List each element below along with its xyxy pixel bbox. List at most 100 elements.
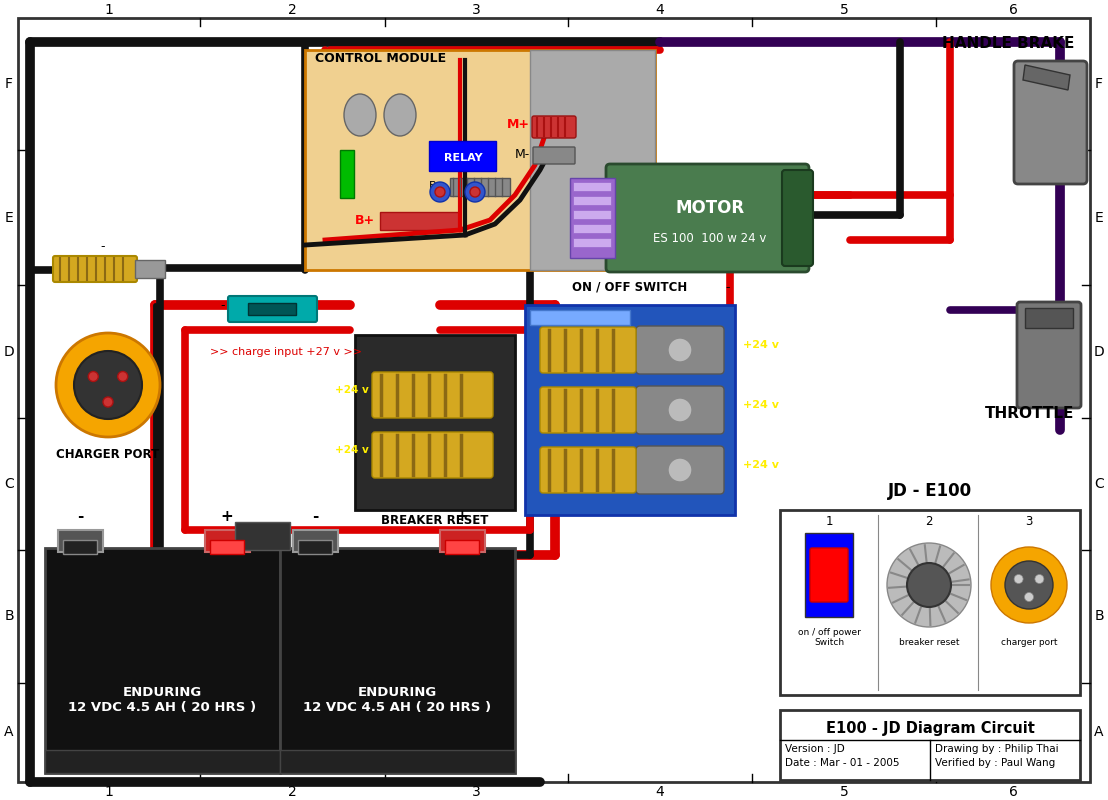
Circle shape xyxy=(668,458,692,482)
FancyBboxPatch shape xyxy=(1017,302,1081,408)
FancyBboxPatch shape xyxy=(606,164,809,272)
Circle shape xyxy=(907,563,951,607)
Bar xyxy=(780,510,1080,695)
Bar xyxy=(235,522,290,550)
Text: 1: 1 xyxy=(104,785,113,799)
Bar xyxy=(280,750,515,773)
Circle shape xyxy=(435,187,445,197)
Text: THROTTLE: THROTTLE xyxy=(985,406,1075,421)
Text: E: E xyxy=(4,210,13,225)
Text: ON / OFF SWITCH: ON / OFF SWITCH xyxy=(573,281,688,294)
Text: on / off power
Switch: on / off power Switch xyxy=(798,628,861,647)
Bar xyxy=(1025,308,1073,328)
Text: +24 v: +24 v xyxy=(336,385,369,395)
FancyBboxPatch shape xyxy=(540,387,636,433)
FancyBboxPatch shape xyxy=(782,170,813,266)
Text: 5: 5 xyxy=(840,3,849,17)
Text: M+: M+ xyxy=(507,118,530,131)
Bar xyxy=(340,150,353,198)
FancyBboxPatch shape xyxy=(540,327,636,373)
FancyBboxPatch shape xyxy=(806,533,853,617)
Text: >> charge input +27 v >>: >> charge input +27 v >> xyxy=(211,347,362,357)
Bar xyxy=(573,196,611,205)
Bar xyxy=(530,310,630,325)
Text: A: A xyxy=(4,726,13,739)
FancyBboxPatch shape xyxy=(636,386,724,434)
FancyBboxPatch shape xyxy=(1014,61,1087,184)
Circle shape xyxy=(57,333,160,437)
Text: MOTOR: MOTOR xyxy=(676,199,745,217)
Text: 3: 3 xyxy=(472,785,481,799)
Text: E: E xyxy=(1095,210,1104,225)
Text: HANDLE BRAKE: HANDLE BRAKE xyxy=(942,36,1075,51)
Text: 2: 2 xyxy=(288,785,297,799)
Text: +: + xyxy=(220,509,234,524)
Bar xyxy=(298,540,332,554)
Bar xyxy=(445,540,479,554)
Text: 6: 6 xyxy=(1008,3,1017,17)
FancyBboxPatch shape xyxy=(53,256,137,282)
Bar xyxy=(780,710,1080,780)
Text: F: F xyxy=(6,77,13,91)
Text: -: - xyxy=(311,509,318,524)
Text: Version : JD: Version : JD xyxy=(784,744,844,754)
Text: +24 v: +24 v xyxy=(743,400,779,410)
Text: +: + xyxy=(455,509,469,524)
Bar xyxy=(380,212,460,230)
Text: 1: 1 xyxy=(104,3,113,17)
Text: 1: 1 xyxy=(825,515,833,528)
Circle shape xyxy=(103,397,113,407)
Text: 4: 4 xyxy=(656,785,665,799)
FancyBboxPatch shape xyxy=(532,116,576,138)
Circle shape xyxy=(430,182,450,202)
Circle shape xyxy=(668,338,692,362)
Text: Verified by : Paul Wang: Verified by : Paul Wang xyxy=(935,758,1055,768)
Text: charger port: charger port xyxy=(1001,638,1057,647)
FancyBboxPatch shape xyxy=(533,147,575,164)
Text: -: - xyxy=(220,299,225,313)
Bar xyxy=(280,548,515,773)
Circle shape xyxy=(117,371,127,382)
Bar xyxy=(58,530,103,552)
Text: -: - xyxy=(101,240,105,253)
Text: C: C xyxy=(4,477,14,491)
Bar xyxy=(45,750,280,773)
Text: CHARGER PORT: CHARGER PORT xyxy=(57,449,160,462)
Text: M-: M- xyxy=(515,149,530,162)
Circle shape xyxy=(1035,574,1044,583)
Text: ENDURING
12 VDC 4.5 AH ( 20 HRS ): ENDURING 12 VDC 4.5 AH ( 20 HRS ) xyxy=(302,686,491,714)
Text: B+: B+ xyxy=(355,214,375,226)
Text: 4: 4 xyxy=(656,3,665,17)
FancyBboxPatch shape xyxy=(429,141,496,171)
Bar xyxy=(573,210,611,219)
Text: B: B xyxy=(1095,610,1104,623)
FancyBboxPatch shape xyxy=(372,372,493,418)
Circle shape xyxy=(470,187,480,197)
Circle shape xyxy=(991,547,1067,623)
Text: Drawing by : Philip Thai: Drawing by : Philip Thai xyxy=(935,744,1058,754)
Bar xyxy=(570,178,615,258)
Circle shape xyxy=(1025,593,1034,602)
Bar xyxy=(525,305,735,515)
Bar xyxy=(450,178,510,196)
Text: 6: 6 xyxy=(1008,785,1017,799)
Text: D: D xyxy=(3,345,14,358)
Bar xyxy=(573,182,611,191)
Text: CONTROL MODULE: CONTROL MODULE xyxy=(315,52,447,65)
Text: RELAY: RELAY xyxy=(443,153,482,163)
Text: F: F xyxy=(1095,77,1102,91)
Text: D: D xyxy=(1094,345,1105,358)
Text: JD - E100: JD - E100 xyxy=(888,482,972,500)
Text: +24 v: +24 v xyxy=(336,445,369,455)
Bar xyxy=(63,540,98,554)
Circle shape xyxy=(1005,561,1053,609)
Text: breaker reset: breaker reset xyxy=(899,638,960,647)
Bar xyxy=(573,224,611,233)
Bar xyxy=(135,260,165,278)
FancyBboxPatch shape xyxy=(540,447,636,493)
Bar xyxy=(440,530,485,552)
Circle shape xyxy=(668,398,692,422)
FancyBboxPatch shape xyxy=(810,548,848,602)
Bar xyxy=(355,335,515,510)
Circle shape xyxy=(888,543,971,627)
